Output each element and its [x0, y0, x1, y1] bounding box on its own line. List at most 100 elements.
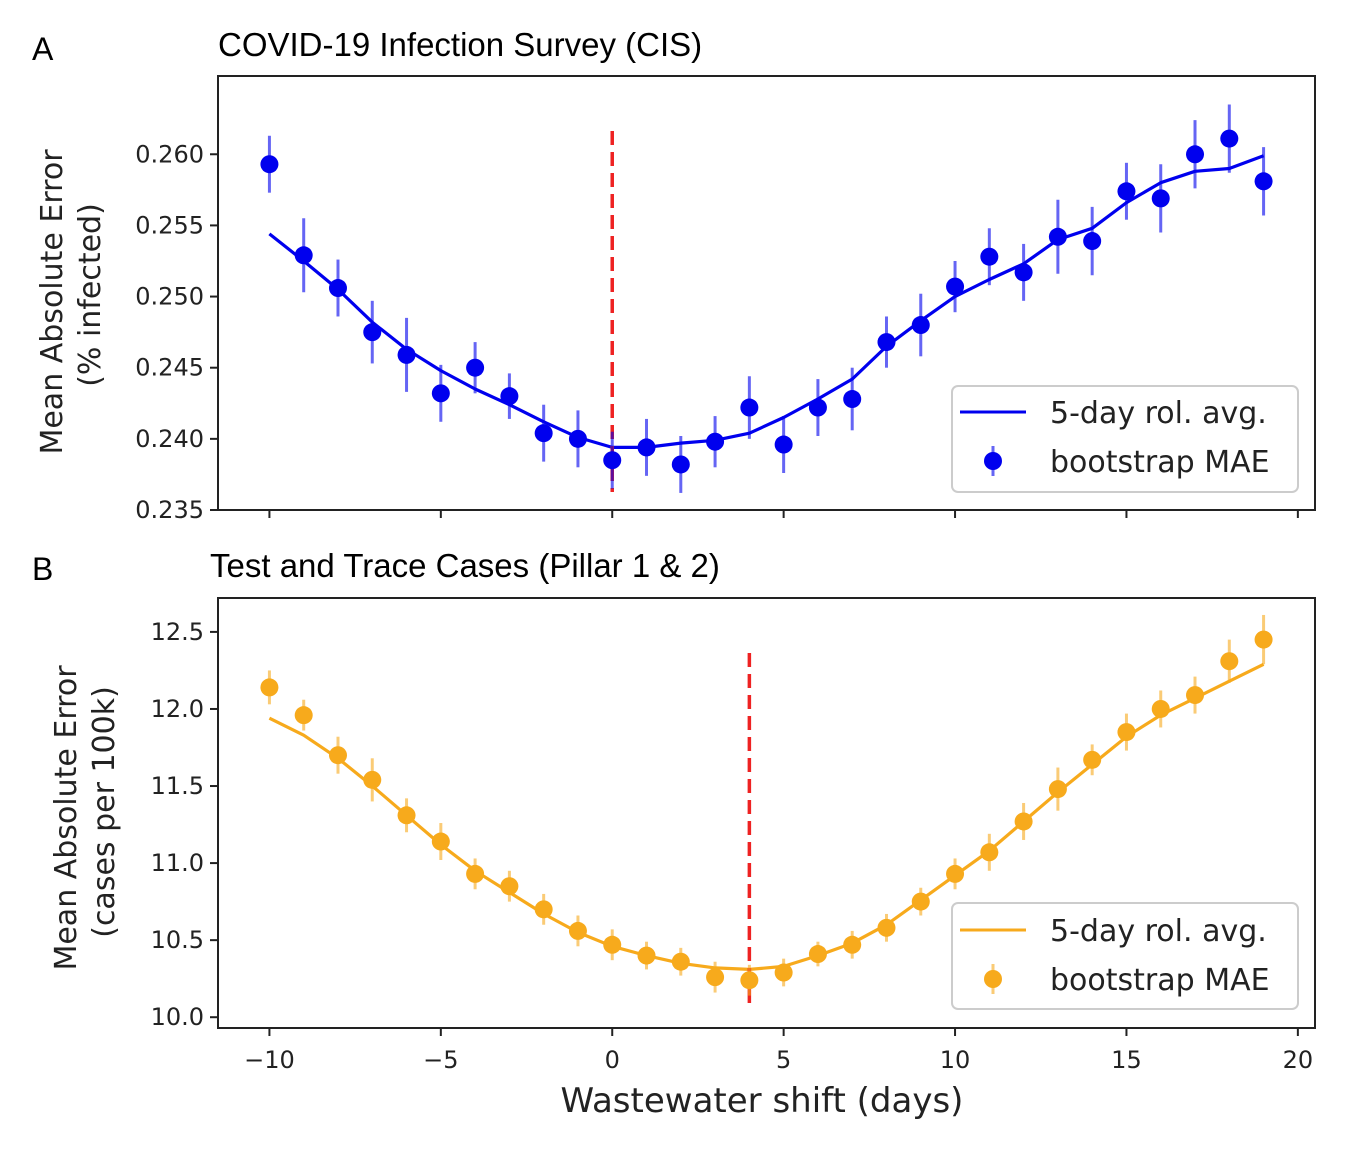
- panel-a-data-point: [980, 247, 999, 266]
- panel-b-title: Test and Trace Cases (Pillar 1 & 2): [210, 547, 720, 584]
- panel-b-data-point: [637, 946, 656, 965]
- panel-b-data-point: [363, 770, 382, 789]
- panel-b-frame: [217, 597, 1316, 1029]
- panel-a-data-point: [1220, 129, 1239, 148]
- panel-b-data-point: [774, 963, 793, 982]
- panel-a-data-point: [843, 390, 862, 409]
- panel-a-ytick-label: 0.260: [135, 140, 204, 168]
- panel-a-data-point: [1186, 145, 1205, 164]
- panel-a-legend-box: [951, 385, 1299, 493]
- panel-b-data-point: [568, 921, 587, 940]
- panel-a-ytick-label: 0.250: [135, 283, 204, 311]
- panel-a-data-point: [706, 432, 725, 451]
- panel-a-legend-marker-swatch: [984, 452, 1002, 470]
- panel-b-xtick-label: 20: [1283, 1046, 1314, 1074]
- panel-b-xtick-label: −5: [423, 1046, 458, 1074]
- panel-b-legend-marker-label: bootstrap MAE: [1050, 963, 1270, 998]
- panel-b-data-point: [534, 900, 553, 919]
- panel-a-rolling-avg-line: [268, 154, 1265, 449]
- panel-b-data-point: [1083, 750, 1102, 769]
- panel-a-letter: A: [32, 31, 54, 67]
- panel-b-letter: B: [32, 551, 53, 587]
- panel-b-ylabel2: (cases per 100k): [87, 686, 122, 938]
- panel-b-legend-line-label: 5-day rol. avg.: [1050, 914, 1267, 949]
- panel-a-data-point: [637, 438, 656, 457]
- panel-a-plot: 0.235 0.240 0.245 0.250 0.255 0.260: [135, 104, 1299, 524]
- panel-b-ytick-label: 10.0: [151, 1003, 204, 1031]
- panel-b-xtick-label: 0: [605, 1046, 620, 1074]
- panel-a-data-point: [603, 451, 622, 470]
- panel-b-data-point: [1254, 630, 1273, 649]
- panel-b-ytick-label: 12.0: [151, 695, 204, 723]
- panel-b-data-point: [1186, 686, 1205, 705]
- panel-a-ylabel2: (% infected): [73, 203, 108, 387]
- panel-a-data-point: [740, 398, 759, 417]
- panel-b-data-point: [431, 832, 450, 851]
- panel-a-data-point: [671, 455, 690, 474]
- panel-b-data-point: [603, 935, 622, 954]
- panel-a-data-point: [911, 316, 930, 335]
- panel-a-ytick-label: 0.245: [135, 354, 204, 382]
- panel-b-data-point: [328, 746, 347, 765]
- panel-a: A COVID-19 Infection Survey (CIS) Mean A…: [32, 26, 1316, 524]
- panel-b-xtick-label: −10: [244, 1046, 295, 1074]
- panel-a-data-point: [877, 333, 896, 352]
- panel-b-data-point: [671, 952, 690, 971]
- panel-a-ytick-label: 0.255: [135, 211, 204, 239]
- panel-b: B Test and Trace Cases (Pillar 1 & 2) Me…: [32, 547, 1316, 1121]
- panel-a-data-point: [1048, 227, 1067, 246]
- panel-a-data-point: [363, 323, 382, 342]
- panel-a-data-point: [534, 424, 553, 443]
- panel-a-data-point: [1151, 189, 1170, 208]
- panel-b-ytick-label: 12.5: [151, 618, 204, 646]
- panel-b-ylabel-line2: (cases per 100k): [87, 686, 122, 938]
- panel-b-ylabel: Mean Absolute Error: [49, 665, 84, 971]
- panel-a-legend: 5-day rol. avg. bootstrap MAE: [951, 385, 1299, 493]
- panel-a-data-point: [1117, 182, 1136, 201]
- panel-b-data-point: [740, 971, 759, 990]
- panel-b-data-point: [1151, 699, 1170, 718]
- panel-b-xtick-label: 15: [1111, 1046, 1142, 1074]
- panel-b-xtick-label: 10: [940, 1046, 971, 1074]
- panel-b-data-point: [706, 968, 725, 987]
- panel-b-xtick-label: 5: [776, 1046, 791, 1074]
- panel-b-data-point: [466, 864, 485, 883]
- panel-a-ylabel-line1: Mean Absolute Error: [35, 149, 70, 455]
- panel-b-legend-marker-swatch: [984, 970, 1002, 988]
- panel-b-data-point: [294, 706, 313, 725]
- panel-b-data-point: [1014, 812, 1033, 831]
- panel-b-xlabel: Wastewater shift (days): [561, 1081, 964, 1121]
- panel-b-data-point: [1048, 780, 1067, 799]
- panel-a-data-point: [946, 277, 965, 296]
- panel-a-data-point: [431, 384, 450, 403]
- panel-a-ytick-label: 0.240: [135, 425, 204, 453]
- panel-b-legend: 5-day rol. avg. bootstrap MAE: [951, 902, 1299, 1010]
- panel-b-data-point: [946, 864, 965, 883]
- panel-a-data-point: [397, 345, 416, 364]
- panel-b-data-point: [911, 892, 930, 911]
- panel-b-ytick-label: 11.0: [151, 849, 204, 877]
- panel-b-plot: 10.0 10.5 11.0 11.5 12.0 12.5 −10 −5 0 5 10 15 20: [151, 614, 1314, 1074]
- panel-b-ylabel-line1: Mean Absolute Error: [49, 665, 84, 971]
- panel-a-title: COVID-19 Infection Survey (CIS): [218, 26, 702, 63]
- panel-a-data-point: [328, 279, 347, 298]
- panel-a-frame: [217, 75, 1316, 511]
- panel-b-data-point: [500, 877, 519, 896]
- panel-a-data-point: [1083, 232, 1102, 251]
- panel-b-data-point: [1117, 723, 1136, 742]
- panel-a-data-point: [466, 358, 485, 377]
- panel-a-ylabel-line2: (% infected): [73, 203, 108, 387]
- panel-b-ytick-label: 11.5: [151, 772, 204, 800]
- panel-b-data-point: [808, 945, 827, 964]
- panel-a-data-point: [260, 155, 279, 174]
- panel-a-legend-line-label: 5-day rol. avg.: [1050, 396, 1267, 431]
- panel-a-ytick-label: 0.235: [135, 496, 204, 524]
- panel-b-data-point: [1220, 652, 1239, 671]
- panel-b-data-point: [397, 806, 416, 825]
- panel-a-data-point: [774, 435, 793, 454]
- panel-b-legend-box: [951, 902, 1299, 1010]
- panel-a-data-point: [808, 398, 827, 417]
- panel-b-data-point: [877, 918, 896, 937]
- panel-a-data-point: [1014, 263, 1033, 282]
